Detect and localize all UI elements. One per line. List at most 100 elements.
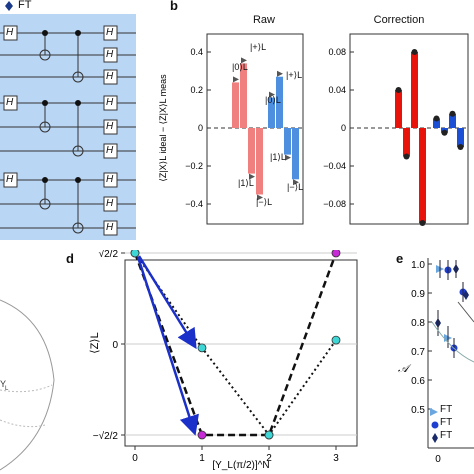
bar-marker: [419, 220, 426, 226]
y-tick-label: 0.4: [190, 47, 203, 57]
raw-y-ticks: 0.4 0.2 0 −0.2 −0.4: [185, 47, 211, 209]
y-tick-label: 0.04: [328, 85, 346, 95]
raw-bar: [284, 128, 291, 155]
dashed-series-line: [133, 252, 338, 437]
h-gate-labels: H H H H H H H H H H H H: [0, 0, 140, 240]
correction-bar: [395, 90, 402, 128]
panel-d-xlabel: [Y_L(π/2)]^N: [212, 460, 269, 471]
data-point: [331, 335, 341, 345]
y-tick-label: −0.4: [185, 199, 203, 209]
bar-marker: [411, 49, 418, 55]
bar-marker: [449, 110, 456, 117]
rotation-arrow: [137, 255, 197, 350]
data-point: [331, 250, 341, 258]
x-tick-label: 0: [132, 453, 138, 464]
panel-d-y-ticks: √2/2 0 −√2/2: [93, 250, 125, 442]
x-tick-label: 1: [199, 453, 205, 464]
ft-legend-label: FT: [18, 0, 32, 11]
panel-e-legend-labels: FT FT FT: [440, 403, 452, 442]
raw-bar: [276, 76, 283, 128]
y-tick-label: 0: [198, 123, 203, 133]
panel-e-x-tick: 0: [435, 454, 441, 465]
h-gate-label: H: [106, 27, 114, 38]
y-tick-label: 0.9: [411, 289, 425, 300]
data-point: [264, 430, 274, 440]
correction-bar: [419, 128, 426, 223]
y-tick-label: 0: [341, 123, 346, 133]
y-tick-label: −0.08: [323, 199, 346, 209]
raw-bar: [248, 128, 255, 174]
bar-marker: [433, 115, 440, 122]
raw-bar: [240, 63, 247, 128]
panel-a: H H H H H H H H H H H H FT: [0, 0, 140, 240]
rotation-arrow: [136, 256, 199, 436]
panel-letter-e: e: [396, 251, 404, 266]
raw-title: Raw: [252, 14, 275, 26]
panel-e-chart: 𝒜 1.0 0.9 0.8 0.7 0.6 0.5 0: [398, 258, 474, 465]
panel-d-series: [130, 250, 341, 440]
h-gate-label: H: [6, 97, 14, 108]
h-gate-label: H: [6, 27, 14, 38]
bar-marker: [395, 87, 402, 93]
y-tick-label: −0.04: [323, 161, 346, 171]
bar-marker: [269, 91, 275, 98]
legend-label: FT: [440, 430, 453, 441]
bar-marker: [277, 70, 283, 77]
y-tick-label: 0.5: [411, 405, 425, 416]
bar-marker: [441, 129, 448, 136]
bar-marker: [293, 179, 299, 186]
correction-bar: [411, 52, 418, 128]
correction-y-ticks: 0.08 0.04 0 −0.04 −0.08: [323, 47, 354, 209]
bar-marker: [257, 194, 263, 201]
data-point: [197, 343, 207, 353]
panel-e-ylabel: 𝒜: [398, 363, 412, 375]
panel-e-markers: [431, 260, 474, 363]
bar-marker: [403, 153, 410, 160]
correction-bar: [433, 118, 440, 128]
h-gate-label: H: [106, 121, 114, 132]
bar-marker: [285, 154, 291, 161]
panel-d-ylabel: ⟨Z⟩L: [89, 332, 101, 353]
h-gate-label: H: [106, 174, 114, 185]
y-tick-label: 0.8: [411, 318, 425, 329]
h-gate-label: H: [106, 71, 114, 82]
dotted-series-line: [134, 252, 337, 437]
raw-bars: [232, 57, 299, 201]
h-gate-label: H: [106, 222, 114, 233]
svg-text:Y: Y: [0, 379, 6, 389]
data-point: [130, 250, 140, 258]
correction-bar: [403, 128, 410, 157]
y-tick-label: −0.2: [185, 161, 203, 171]
h-gate-label: H: [106, 49, 114, 60]
bar-marker: [249, 173, 255, 180]
y-tick-label: 0.2: [190, 85, 203, 95]
h-gate-label: H: [6, 174, 14, 185]
raw-bar: [232, 82, 239, 128]
panel-d-x-ticks: 0 1 2 3: [132, 446, 339, 464]
correction-bar: [449, 113, 456, 128]
legend-label: FT: [440, 417, 453, 428]
bar-marker: [241, 57, 247, 64]
bloch-sphere-fragment: Y L: [0, 299, 55, 471]
legend-label: FT: [440, 404, 453, 415]
correction-bars: [395, 49, 464, 226]
panel-letter-b: b: [170, 0, 178, 13]
data-point: [197, 430, 207, 440]
panel-e-legend: [430, 408, 439, 443]
h-gate-label: H: [106, 145, 114, 156]
h-gate-label: H: [106, 97, 114, 108]
y-tick-label: 1.0: [411, 260, 425, 271]
panel-letter-d: d: [66, 251, 74, 266]
svg-text:L: L: [5, 386, 9, 392]
panel-d-grid: [125, 252, 357, 436]
panel-b-chart: ⟨Z|X⟩L ideal − ⟨Z|X⟩L meas 0.4 0.2 0 −0.2 −0…: [158, 33, 469, 226]
y-tick-label: 0.6: [411, 376, 425, 387]
bar-marker: [233, 76, 239, 83]
y-tick-label: √2/2: [99, 250, 119, 260]
diamond-marker-icon: [5, 1, 13, 11]
raw-bar: [256, 128, 263, 195]
x-tick-label: 3: [333, 453, 339, 464]
h-gate-label: H: [106, 198, 114, 209]
bar-marker: [457, 144, 464, 150]
circuit-diagram: [0, 1, 136, 240]
